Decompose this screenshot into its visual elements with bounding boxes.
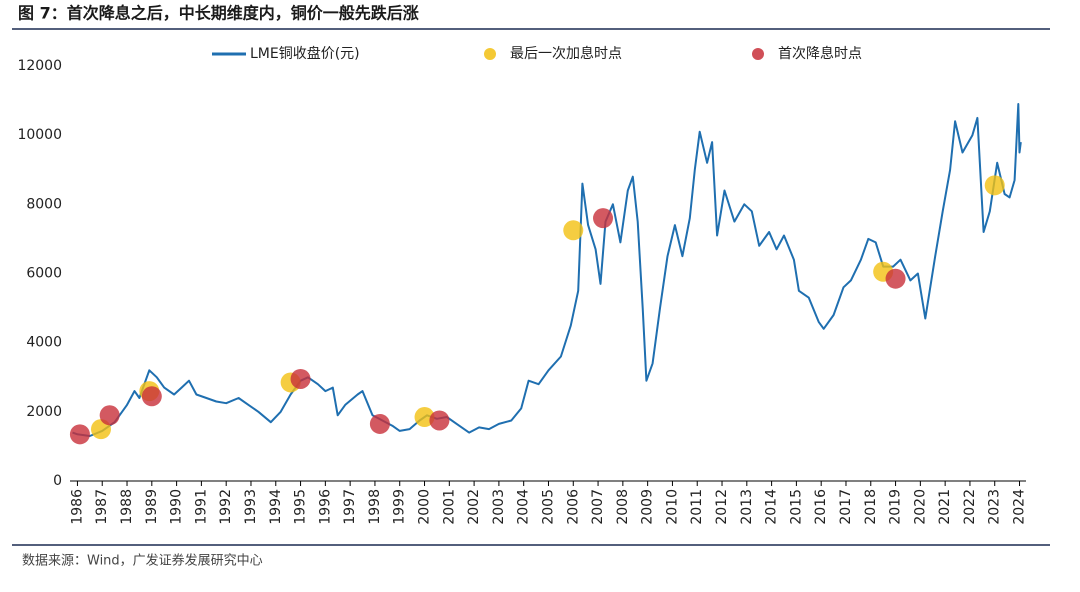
event-point bbox=[99, 405, 120, 426]
x-tick-label: 2000 bbox=[417, 489, 433, 525]
x-tick-label: 1992 bbox=[218, 489, 234, 525]
x-tick-label: 2003 bbox=[491, 489, 507, 525]
legend-label: LME铜收盘价(元) bbox=[250, 45, 360, 62]
x-tick-label: 2024 bbox=[1012, 489, 1028, 525]
x-tick-label: 1999 bbox=[392, 489, 408, 525]
x-tick-label: 2004 bbox=[516, 489, 532, 525]
x-tick-label: 1991 bbox=[193, 489, 209, 525]
event-point bbox=[593, 208, 614, 229]
x-tick-label: 2001 bbox=[441, 489, 457, 525]
event-point bbox=[429, 410, 450, 431]
event-point bbox=[69, 424, 90, 445]
event-point bbox=[369, 413, 390, 434]
event-point bbox=[885, 268, 906, 289]
x-tick-label: 2019 bbox=[888, 489, 904, 525]
x-tick-label: 2002 bbox=[466, 489, 482, 525]
y-tick-label: 6000 bbox=[26, 266, 62, 282]
event-point bbox=[563, 220, 584, 241]
x-tick-label: 2022 bbox=[962, 489, 978, 525]
x-tick-label: 2021 bbox=[937, 489, 953, 525]
source-note: 数据来源：Wind，广发证券发展研究中心 bbox=[22, 553, 263, 569]
x-tick-label: 2017 bbox=[838, 489, 854, 525]
x-tick-label: 1995 bbox=[293, 489, 309, 525]
y-tick-label: 12000 bbox=[17, 58, 62, 74]
legend-label: 最后一次加息时点 bbox=[510, 45, 622, 62]
y-tick-label: 4000 bbox=[26, 335, 62, 351]
x-tick-label: 2009 bbox=[640, 489, 656, 525]
y-tick-label: 2000 bbox=[26, 404, 62, 420]
x-tick-label: 1986 bbox=[69, 489, 85, 525]
x-tick-label: 2015 bbox=[788, 489, 804, 525]
x-tick-label: 1994 bbox=[268, 489, 284, 525]
legend-swatch bbox=[484, 48, 496, 60]
x-tick-label: 2016 bbox=[813, 489, 829, 525]
x-tick-label: 2006 bbox=[565, 489, 581, 525]
x-tick-label: 2008 bbox=[615, 489, 631, 525]
x-tick-label: 2010 bbox=[664, 489, 680, 525]
x-tick-label: 2014 bbox=[764, 489, 780, 525]
x-tick-label: 1989 bbox=[144, 489, 160, 525]
x-tick-label: 2012 bbox=[714, 489, 730, 525]
x-tick-label: 1993 bbox=[243, 489, 259, 525]
x-tick-label: 1988 bbox=[119, 489, 135, 525]
x-tick-label: 2013 bbox=[739, 489, 755, 525]
x-tick-label: 2005 bbox=[540, 489, 556, 525]
x-tick-label: 2018 bbox=[863, 489, 879, 525]
x-tick-label: 1997 bbox=[342, 489, 358, 525]
x-tick-label: 1990 bbox=[169, 489, 185, 525]
x-tick-label: 2011 bbox=[689, 489, 705, 525]
x-tick-label: 2007 bbox=[590, 489, 606, 525]
event-point bbox=[984, 175, 1005, 196]
legend-swatch bbox=[752, 48, 764, 60]
chart-title: 图 7：首次降息之后，中长期维度内，铜价一般先跌后涨 bbox=[18, 4, 419, 23]
y-tick-label: 0 bbox=[53, 473, 62, 489]
x-tick-label: 1987 bbox=[94, 489, 110, 525]
x-tick-label: 1998 bbox=[367, 489, 383, 525]
x-tick-label: 2023 bbox=[987, 489, 1003, 525]
legend-label: 首次降息时点 bbox=[778, 45, 862, 62]
event-point bbox=[290, 368, 311, 389]
event-point bbox=[141, 386, 162, 407]
x-tick-label: 2020 bbox=[912, 489, 928, 525]
y-tick-label: 8000 bbox=[26, 196, 62, 212]
x-tick-label: 1996 bbox=[317, 489, 333, 525]
y-tick-label: 10000 bbox=[17, 127, 62, 143]
